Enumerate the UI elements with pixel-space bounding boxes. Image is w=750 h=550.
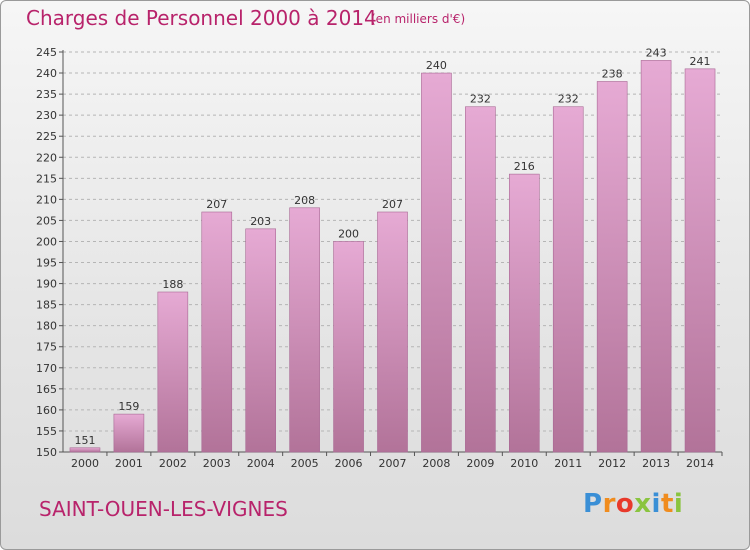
value-label-2010: 216 [514,160,535,173]
x-tick-label-2009: 2009 [466,457,494,470]
x-tick-label-2003: 2003 [203,457,231,470]
value-label-2013: 243 [646,46,667,59]
bar-2011[interactable] [552,106,584,453]
bar-2012[interactable] [596,81,628,453]
logo-letter: r [602,489,616,519]
value-label-2012: 238 [602,67,623,80]
logo-letter: P [583,489,603,519]
bar-2007[interactable] [377,211,408,453]
y-tick-label: 175 [36,341,57,354]
y-tick-label: 210 [36,193,57,206]
y-tick-label: 230 [36,109,57,122]
bar-2001[interactable] [113,413,145,453]
y-tick-label: 245 [36,46,57,59]
logo-letter: t [660,489,674,519]
y-tick-label: 190 [36,278,57,291]
value-label-2006: 200 [338,227,359,240]
chart-title: Charges de Personnel 2000 à 2014 [26,6,377,30]
y-tick-label: 240 [36,67,57,80]
x-tick-label-2012: 2012 [598,457,626,470]
bar-2008[interactable] [421,72,452,453]
value-label-2014: 241 [690,55,711,68]
value-label-2005: 208 [294,194,315,207]
y-tick-label: 165 [36,383,57,396]
value-label-2002: 188 [162,278,183,291]
proxiti-logo[interactable]: Proxiti [583,489,683,519]
value-label-2004: 203 [250,215,271,228]
bars [69,60,716,453]
y-tick-label: 235 [36,88,57,101]
value-labels: 151 159 188 207 203 208 200 207 240 232 216 232 238 2… [74,46,710,446]
bar-2014[interactable] [684,68,716,453]
logo-letter: i [651,489,661,519]
bar-2005[interactable] [289,207,320,453]
y-tick-label: 150 [36,446,57,459]
x-tick-label-2014: 2014 [686,457,714,470]
bar-2000[interactable] [69,447,101,453]
y-tick-label: 185 [36,299,57,312]
y-tick-label: 225 [36,130,57,143]
axes: 150 155 160 165 170 175 180 185 190 195 200 205 210 2… [36,46,723,470]
x-tick-label-2004: 2004 [247,457,275,470]
x-tick-label-2008: 2008 [422,457,450,470]
x-tick-label-2010: 2010 [510,457,538,470]
value-label-2003: 207 [206,198,227,211]
y-tick-label: 170 [36,362,57,375]
commune-name: SAINT-OUEN-LES-VIGNES [39,497,288,521]
y-tick-label: 160 [36,404,57,417]
value-label-2007: 207 [382,198,403,211]
y-tick-label: 195 [36,257,57,270]
value-label-2011: 232 [558,93,579,106]
y-tick-label: 200 [36,235,57,248]
bar-2006[interactable] [333,241,364,453]
value-label-2008: 240 [426,59,447,72]
x-tick-label-2013: 2013 [642,457,670,470]
x-tick-label-2011: 2011 [554,457,582,470]
bar-2009[interactable] [465,106,496,453]
logo-letter: x [634,489,652,519]
x-tick-label-2006: 2006 [335,457,363,470]
y-tick-label: 205 [36,214,57,227]
bar-2004[interactable] [245,228,276,453]
value-label-2009: 232 [470,93,491,106]
bar-2013[interactable] [640,60,672,453]
x-tick-label-2001: 2001 [115,457,143,470]
y-tick-label: 180 [36,320,57,333]
bar-2003[interactable] [201,211,233,453]
x-tick-label-2000: 2000 [71,457,99,470]
x-tick-label-2005: 2005 [291,457,319,470]
y-tick-label: 215 [36,172,57,185]
bar-2010[interactable] [508,173,540,453]
bar-2002[interactable] [157,291,189,453]
value-label-2001: 159 [118,400,139,413]
logo-letter: o [615,489,635,519]
x-tick-label-2007: 2007 [379,457,407,470]
chart-unit-note: (en milliers d'€) [371,12,466,26]
y-tick-label: 220 [36,151,57,164]
logo-letter: i [673,489,684,519]
y-tick-label: 155 [36,425,57,438]
value-label-2000: 151 [74,434,95,447]
x-tick-label-2002: 2002 [159,457,187,470]
